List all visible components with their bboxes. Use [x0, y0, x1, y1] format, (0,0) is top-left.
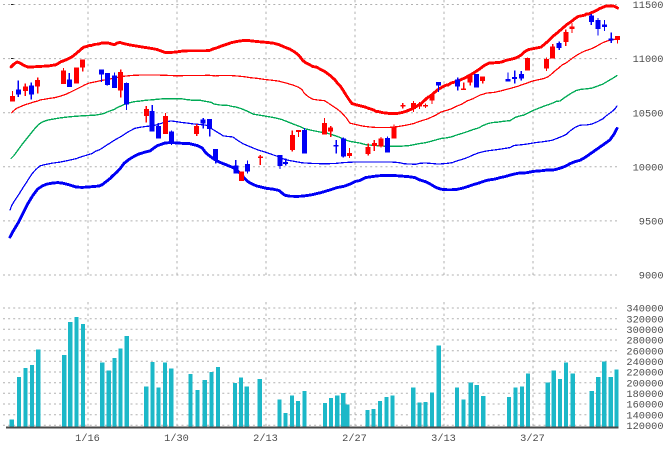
svg-text:11500: 11500 [633, 0, 664, 12]
svg-text:10000: 10000 [633, 162, 664, 174]
svg-text:11000: 11000 [633, 54, 664, 66]
svg-text:1/16: 1/16 [75, 433, 100, 445]
svg-text:9500: 9500 [639, 217, 664, 229]
svg-text:3/27: 3/27 [520, 433, 545, 445]
svg-text:2/27: 2/27 [342, 433, 367, 445]
svg-text:2/13: 2/13 [253, 433, 278, 445]
svg-text:10500: 10500 [633, 108, 664, 120]
svg-text:140000: 140000 [626, 410, 663, 422]
svg-text:3/13: 3/13 [431, 433, 456, 445]
svg-text:240000: 240000 [626, 357, 663, 369]
svg-text:300000: 300000 [626, 325, 663, 337]
svg-text:1/30: 1/30 [164, 433, 189, 445]
svg-text:260000: 260000 [626, 346, 663, 358]
svg-text:180000: 180000 [626, 389, 663, 401]
svg-text:160000: 160000 [626, 400, 663, 412]
svg-text:340000: 340000 [626, 304, 663, 316]
svg-text:220000: 220000 [626, 368, 663, 380]
svg-text:200000: 200000 [626, 378, 663, 390]
svg-text:120000: 120000 [626, 421, 663, 433]
svg-text:9000: 9000 [639, 271, 664, 283]
svg-text:280000: 280000 [626, 336, 663, 348]
svg-text:320000: 320000 [626, 314, 663, 326]
